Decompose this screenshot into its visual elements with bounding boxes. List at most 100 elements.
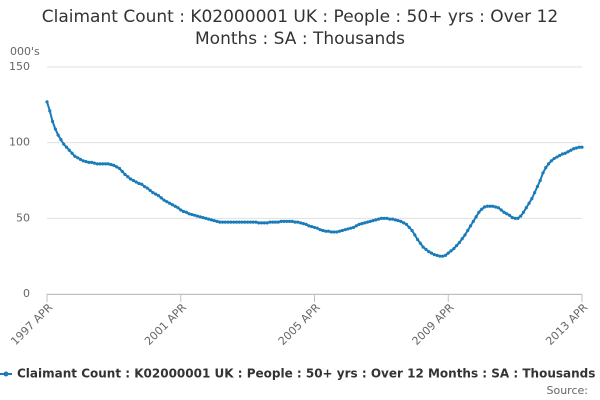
data-point <box>351 225 356 230</box>
data-point <box>404 222 409 226</box>
data-point <box>507 213 512 217</box>
data-point <box>232 220 236 224</box>
data-point <box>402 221 406 225</box>
data-point <box>78 157 83 161</box>
data-point <box>396 219 400 223</box>
data-point <box>131 178 135 183</box>
data-point <box>346 227 350 231</box>
data-point <box>218 220 222 224</box>
data-point <box>123 172 127 177</box>
data-point <box>558 153 562 158</box>
data-point <box>343 228 347 232</box>
data-point <box>365 220 370 224</box>
data-point <box>388 217 392 221</box>
data-point <box>215 219 219 223</box>
data-point <box>310 225 314 229</box>
data-point <box>168 201 172 205</box>
data-point <box>418 241 422 245</box>
data-point <box>516 216 520 220</box>
data-point <box>566 150 570 154</box>
data-point <box>268 220 272 224</box>
data-point <box>156 194 161 198</box>
data-point <box>340 228 344 233</box>
data-point <box>145 186 149 190</box>
data-point <box>519 214 523 218</box>
data-point <box>254 220 258 224</box>
data-point <box>53 127 57 131</box>
data-point <box>407 225 411 230</box>
data-point <box>491 204 495 208</box>
data-point <box>209 218 214 222</box>
data-point <box>276 220 280 224</box>
data-point <box>154 192 158 196</box>
data-point <box>56 133 60 137</box>
data-point <box>427 250 431 254</box>
data-point <box>312 225 317 230</box>
chart-title: Claimant Count : K02000001 UK : People :… <box>41 7 559 49</box>
data-point <box>368 219 372 223</box>
data-point <box>574 146 579 150</box>
y-tick-label: 150 <box>9 60 30 73</box>
data-point <box>50 119 55 124</box>
data-point <box>62 142 66 146</box>
data-point <box>432 253 436 257</box>
data-point <box>84 159 88 164</box>
data-point <box>326 229 331 233</box>
data-point <box>332 230 336 234</box>
data-point <box>246 220 250 224</box>
data-point <box>148 188 152 192</box>
y-tick-label: 100 <box>9 136 30 149</box>
data-point <box>307 224 311 228</box>
data-point <box>95 162 99 166</box>
data-point <box>449 249 453 253</box>
data-point <box>321 228 325 233</box>
data-point <box>140 182 144 186</box>
data-point <box>421 245 425 249</box>
data-point <box>379 216 383 220</box>
data-point <box>521 210 526 214</box>
data-point <box>429 251 434 255</box>
data-point <box>496 206 501 210</box>
data-point <box>374 218 378 222</box>
data-point <box>126 175 130 179</box>
data-point <box>198 215 202 219</box>
data-point <box>304 222 308 226</box>
data-point <box>257 221 261 225</box>
data-point <box>67 148 71 152</box>
data-point <box>92 161 96 165</box>
data-point <box>530 197 534 201</box>
data-point <box>463 233 467 237</box>
data-point <box>441 254 445 258</box>
data-point <box>474 215 478 219</box>
data-point <box>115 165 119 169</box>
data-point <box>546 162 551 166</box>
data-point <box>357 222 361 226</box>
data-point <box>87 160 91 164</box>
data-point <box>290 219 294 223</box>
data-point <box>248 220 253 224</box>
data-point <box>452 247 456 251</box>
data-point <box>415 237 420 242</box>
data-point <box>120 169 124 174</box>
data-point <box>455 243 459 248</box>
data-point <box>165 200 169 204</box>
data-point <box>371 219 375 223</box>
data-point <box>324 229 328 233</box>
data-point <box>234 220 239 224</box>
data-point <box>229 220 233 224</box>
data-point <box>271 220 275 224</box>
data-point <box>298 221 303 225</box>
data-point <box>89 160 94 164</box>
data-point <box>287 219 292 223</box>
data-point <box>64 145 69 149</box>
data-point <box>399 219 403 223</box>
data-point <box>560 152 565 156</box>
data-point <box>413 233 417 237</box>
data-point <box>223 220 227 224</box>
data-point <box>181 209 186 214</box>
data-point <box>162 198 166 202</box>
data-point <box>457 240 461 245</box>
data-point <box>207 217 211 221</box>
data-point <box>485 204 489 208</box>
